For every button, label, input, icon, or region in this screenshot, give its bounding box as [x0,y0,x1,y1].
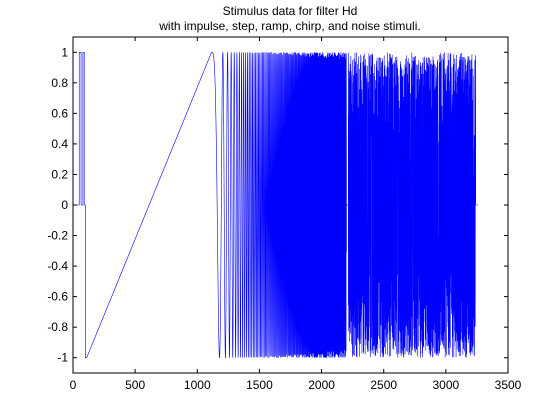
y-tick-label: 1 [61,45,68,59]
plot-frame [72,36,509,374]
y-tick-label: 0.2 [51,167,68,181]
x-tick-label: 500 [125,378,145,392]
y-tick-label: 0.6 [51,106,68,120]
y-tick-label: -0.4 [47,259,68,273]
x-tick-label: 3000 [433,378,460,392]
y-tick-label: -1 [57,351,68,365]
y-tick-label: -0.6 [47,290,68,304]
x-tick-label: 1000 [184,378,211,392]
x-tick-label: 2000 [308,378,335,392]
y-tick-label: 0.4 [51,137,68,151]
y-tick-label: 0 [61,198,68,212]
y-tick-label: -0.8 [47,320,68,334]
y-tick-label: 0.8 [51,76,68,90]
tick-layer: 0 500 1000 1500 2000 2500 3000 3500 -1 -0.8 -0.6 -0… [47,37,522,392]
x-tick-label: 0 [70,378,77,392]
chart-title-line-2: with impulse, step, ramp, chirp, and noi… [158,19,420,33]
stimulus-series-line [73,51,479,359]
x-tick-label: 3500 [495,378,522,392]
y-tick-label: -0.2 [47,229,68,243]
series-layer [73,51,479,359]
chart-title-line-1: Stimulus data for filter Hd [223,4,358,18]
x-tick-label: 2500 [370,378,397,392]
x-tick-label: 1500 [246,378,273,392]
